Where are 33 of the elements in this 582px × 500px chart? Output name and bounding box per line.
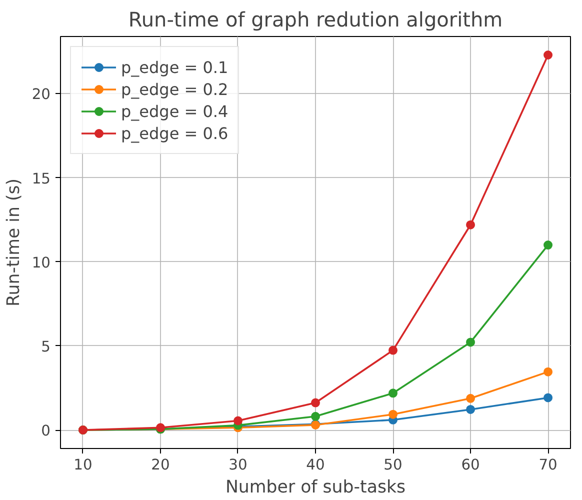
x-tick-label: 30 [228,456,248,474]
point [466,338,476,347]
point [311,412,320,421]
y-tick-label: 5 [41,338,51,356]
y-axis-title: Run-time in (s) [4,178,24,306]
x-tick-label: 40 [306,456,325,474]
legend-label: p_edge = 0.6 [121,124,228,142]
point [311,398,320,408]
x-tick-label: 50 [384,456,402,474]
x-tick-label: 20 [151,456,170,474]
point [544,367,553,376]
x-tick-label: 70 [538,456,558,474]
point [388,346,398,355]
point [544,240,553,250]
point [466,404,476,414]
y-tick-label: 20 [32,86,51,104]
legend-label: p_edge = 0.2 [121,80,228,98]
x-tick-label: 10 [74,456,92,474]
x-tick-label: 60 [461,456,480,474]
point [233,416,242,426]
y-tick-label: 15 [32,170,51,188]
point [466,394,476,403]
y-tick-label: 10 [32,254,51,272]
chart-title: Run-time of graph redution algorithm [128,8,503,32]
legend-label: p_edge = 0.1 [121,58,228,76]
point [388,388,398,398]
point [466,220,476,230]
point [544,50,553,60]
point [544,393,553,402]
point [388,410,398,419]
legend-label: p_edge = 0.4 [121,102,228,120]
y-tick-label: 0 [41,422,51,440]
x-axis-title: Number of sub-tasks [225,478,406,498]
